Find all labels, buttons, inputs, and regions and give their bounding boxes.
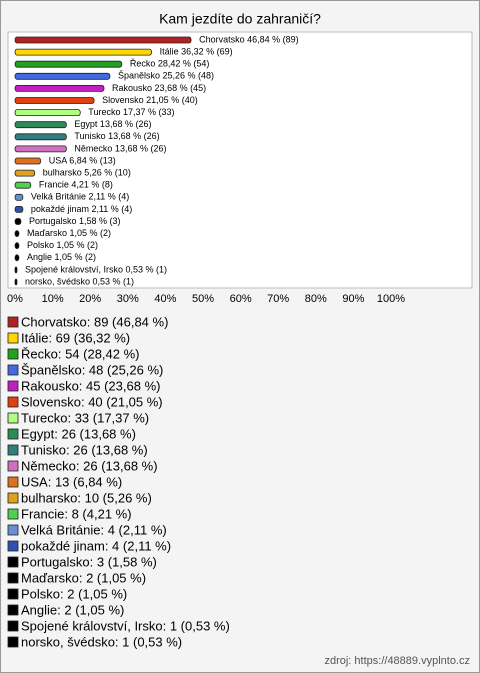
legend-label: Velká Británie: 4 (2,11 %) <box>21 522 167 537</box>
legend-label: Itálie: 69 (36,32 %) <box>21 330 130 345</box>
bar <box>14 60 123 68</box>
data-label: Velká Británie 2,11 % (4) <box>31 192 129 202</box>
legend-label: Spojené království, Irsko: 1 (0,53 %) <box>21 618 230 633</box>
legend-swatch <box>7 508 19 520</box>
data-label: Itálie 36,32 % (69) <box>160 46 233 56</box>
legend-swatch <box>7 396 19 408</box>
legend-label: Portugalsko: 3 (1,58 %) <box>21 554 157 569</box>
data-label: pokaždé jinam 2,11 % (4) <box>31 204 132 214</box>
data-label: Rakousko 23,68 % (45) <box>112 83 206 93</box>
legend-swatch <box>7 636 19 648</box>
legend-swatch <box>7 444 19 456</box>
x-tick-label: 10% <box>42 293 64 305</box>
data-label: Polsko 1,05 % (2) <box>27 240 98 250</box>
data-label: norsko, švédsko 0,53 % (1) <box>25 276 134 286</box>
legend-swatch <box>7 556 19 568</box>
bar <box>14 242 20 250</box>
chart-title: Kam jezdíte do zahraničí? <box>159 11 321 27</box>
bar <box>14 181 32 189</box>
bar <box>14 278 18 286</box>
x-tick-label: 30% <box>117 293 139 305</box>
legend-label: Chorvatsko: 89 (46,84 %) <box>21 314 168 329</box>
data-label: Německo 13,68 % (26) <box>74 143 166 153</box>
legend-swatch <box>7 588 19 600</box>
x-tick-label: 40% <box>154 293 176 305</box>
bar <box>14 121 67 129</box>
legend-label: Řecko: 54 (28,42 %) <box>21 346 140 361</box>
bar <box>14 230 20 238</box>
legend-label: pokaždé jinam: 4 (2,11 %) <box>21 538 171 553</box>
legend-swatch <box>7 364 19 376</box>
legend-swatch <box>7 412 19 424</box>
bar <box>14 133 67 141</box>
legend-label: Slovensko: 40 (21,05 %) <box>21 394 163 409</box>
legend-label: Turecko: 33 (17,37 %) <box>21 410 149 425</box>
legend-swatch <box>7 524 19 536</box>
legend-label: Německo: 26 (13,68 %) <box>21 458 158 473</box>
x-tick-label: 20% <box>79 293 101 305</box>
legend-label: Rakousko: 45 (23,68 %) <box>21 378 160 393</box>
legend-label: Egypt: 26 (13,68 %) <box>21 426 136 441</box>
legend-swatch <box>7 492 19 504</box>
legend-label: Francie: 8 (4,21 %) <box>21 506 132 521</box>
bar <box>14 85 105 92</box>
legend-label: Maďarsko: 2 (1,05 %) <box>21 570 146 585</box>
legend-swatch <box>7 316 19 328</box>
legend-swatch <box>7 348 19 360</box>
data-label: Turecko 17,37 % (33) <box>88 107 174 117</box>
legend-swatch <box>7 428 19 440</box>
legend-label: Španělsko: 48 (25,26 %) <box>21 362 163 377</box>
data-label: Francie 4,21 % (8) <box>39 180 113 190</box>
x-tick-label: 60% <box>230 293 252 305</box>
legend-swatch <box>7 460 19 472</box>
x-tick-label: 100% <box>377 293 405 305</box>
bar <box>14 36 192 44</box>
x-tick-label: 90% <box>342 293 364 305</box>
data-label: USA 6,84 % (13) <box>49 155 116 165</box>
legend-label: norsko, švédsko: 1 (0,53 %) <box>21 634 182 649</box>
data-label: bulharsko 5,26 % (10) <box>43 167 131 177</box>
legend-swatch <box>7 604 19 616</box>
legend-swatch <box>7 380 19 392</box>
legend-swatch <box>7 620 19 632</box>
data-label: Chorvatsko 46,84 % (89) <box>199 34 299 44</box>
x-tick-label: 80% <box>305 293 327 305</box>
bar <box>14 218 22 225</box>
x-tick-label: 70% <box>267 293 289 305</box>
legend-label: bulharsko: 10 (5,26 %) <box>21 490 152 505</box>
data-label: Anglie 1,05 % (2) <box>27 252 96 262</box>
bar <box>14 193 24 201</box>
data-label: Egypt 13,68 % (26) <box>74 119 151 129</box>
bar <box>14 145 67 153</box>
data-label: Spojené království, Irsko 0,53 % (1) <box>25 264 167 274</box>
data-label: Maďarsko 1,05 % (2) <box>27 228 111 238</box>
source: zdroj: https://48889.vyplnto.cz <box>324 655 470 667</box>
bar <box>14 109 81 116</box>
bar <box>14 169 36 177</box>
bar <box>14 266 18 274</box>
legend-label: Polsko: 2 (1,05 %) <box>21 586 127 601</box>
legend-label: Tunisko: 26 (13,68 %) <box>21 442 148 457</box>
x-tick-label: 0% <box>7 293 23 305</box>
bar <box>14 157 42 165</box>
legend-swatch <box>7 540 19 552</box>
legend-swatch <box>7 332 19 344</box>
bar <box>14 254 20 262</box>
bar <box>14 72 111 80</box>
bar <box>14 205 24 213</box>
data-label: Španělsko 25,26 % (48) <box>118 71 214 81</box>
legend-swatch <box>7 572 19 584</box>
data-label: Řecko 28,42 % (54) <box>130 59 210 69</box>
bar <box>14 97 95 104</box>
data-label: Slovensko 21,05 % (40) <box>102 95 198 105</box>
data-label: Portugalsko 1,58 % (3) <box>29 216 121 226</box>
legend-swatch <box>7 476 19 488</box>
legend-label: Anglie: 2 (1,05 %) <box>21 602 124 617</box>
x-tick-label: 50% <box>192 293 214 305</box>
legend-label: USA: 13 (6,84 %) <box>21 474 122 489</box>
data-label: Tunisko 13,68 % (26) <box>74 131 159 141</box>
bar <box>14 48 152 56</box>
